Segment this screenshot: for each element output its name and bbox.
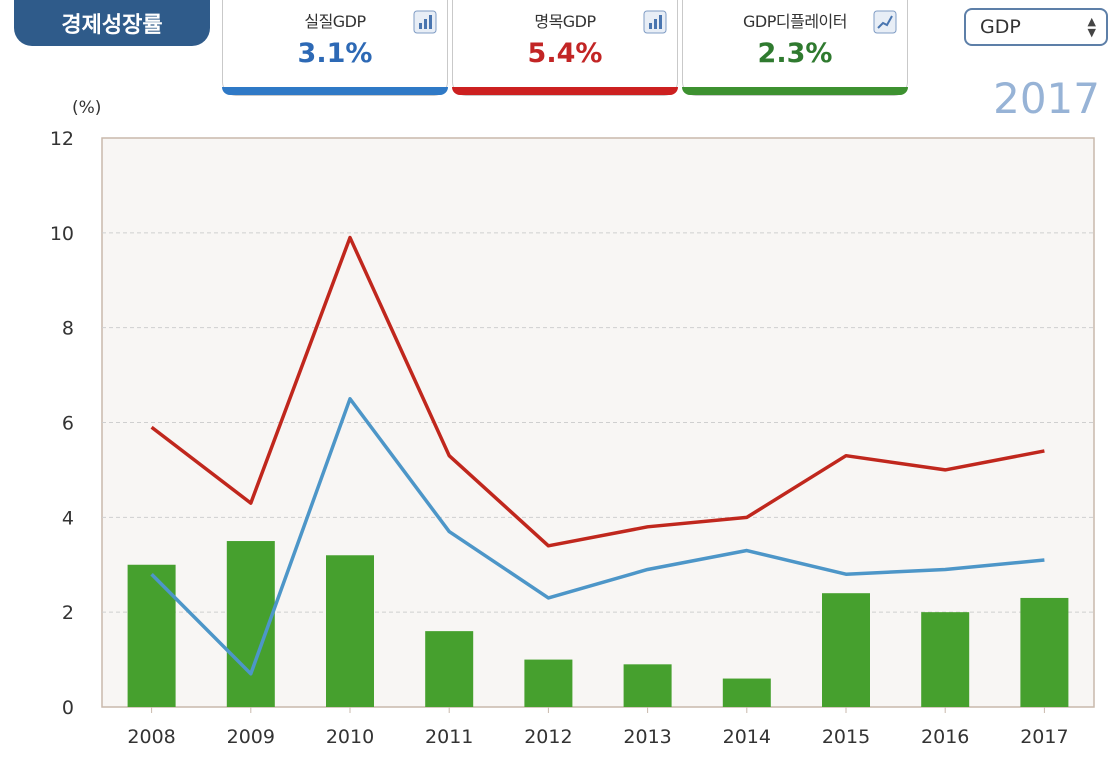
card-real-gdp-value: 3.1%	[297, 38, 373, 69]
y-tick-label: 8	[62, 318, 74, 340]
bar-2014	[722, 678, 771, 707]
bar-chart-icon[interactable]	[413, 10, 437, 34]
page-title: 경제성장률	[61, 13, 163, 38]
x-tick-label: 2012	[524, 726, 572, 748]
x-tick-label: 2009	[227, 726, 275, 748]
card-nominal-gdp-label: 명목GDP	[534, 12, 596, 31]
card-real-gdp[interactable]: 실질GDP 3.1%	[222, 0, 448, 96]
bar-2013	[623, 664, 672, 707]
y-tick-label: 6	[62, 413, 74, 435]
bar-chart-icon[interactable]	[643, 10, 667, 34]
bar-2015	[822, 593, 870, 707]
card-real-gdp-accent	[222, 87, 448, 95]
y-tick-label: 12	[50, 128, 74, 150]
y-axis-unit: (%)	[72, 98, 102, 118]
y-tick-label: 10	[50, 223, 74, 245]
bar-2011	[425, 631, 474, 707]
card-gdp-deflator-value: 2.3%	[757, 38, 833, 69]
bar-2008	[127, 564, 176, 707]
line-series-2	[150, 397, 1045, 676]
line-series-1	[150, 235, 1045, 548]
bar-2010	[326, 555, 374, 707]
x-tick-label: 2017	[1020, 726, 1068, 748]
card-gdp-deflator-label: GDP디플레이터	[743, 12, 847, 31]
card-nominal-gdp-accent	[452, 87, 678, 95]
selected-year: 2017	[993, 74, 1100, 123]
card-gdp-deflator[interactable]: GDP디플레이터 2.3%	[682, 0, 908, 96]
y-tick-label: 4	[62, 507, 74, 529]
line-chart-icon[interactable]	[873, 10, 897, 34]
bar-2009	[226, 541, 275, 707]
x-tick-label: 2008	[127, 726, 175, 748]
bar-2012	[524, 659, 573, 707]
x-tick-label: 2014	[723, 726, 771, 748]
card-gdp-deflator-accent	[682, 87, 908, 95]
x-tick-label: 2015	[822, 726, 870, 748]
bar-2016	[921, 612, 970, 707]
x-tick-label: 2013	[623, 726, 671, 748]
y-tick-label: 0	[62, 697, 74, 719]
page-title-tab[interactable]: 경제성장률	[14, 0, 210, 46]
indicator-select[interactable]: GDP ▲ ▼	[964, 8, 1108, 46]
card-nominal-gdp-value: 5.4%	[527, 38, 603, 69]
x-tick-label: 2010	[326, 726, 374, 748]
x-tick-label: 2016	[921, 726, 969, 748]
y-tick-label: 2	[62, 602, 74, 624]
x-tick-label: 2011	[425, 726, 473, 748]
card-real-gdp-label: 실질GDP	[304, 12, 366, 31]
indicator-select-value: GDP	[980, 16, 1021, 38]
bar-2017	[1020, 597, 1069, 707]
select-arrows-icon: ▲ ▼	[1087, 15, 1096, 39]
card-nominal-gdp[interactable]: 명목GDP 5.4%	[452, 0, 678, 96]
